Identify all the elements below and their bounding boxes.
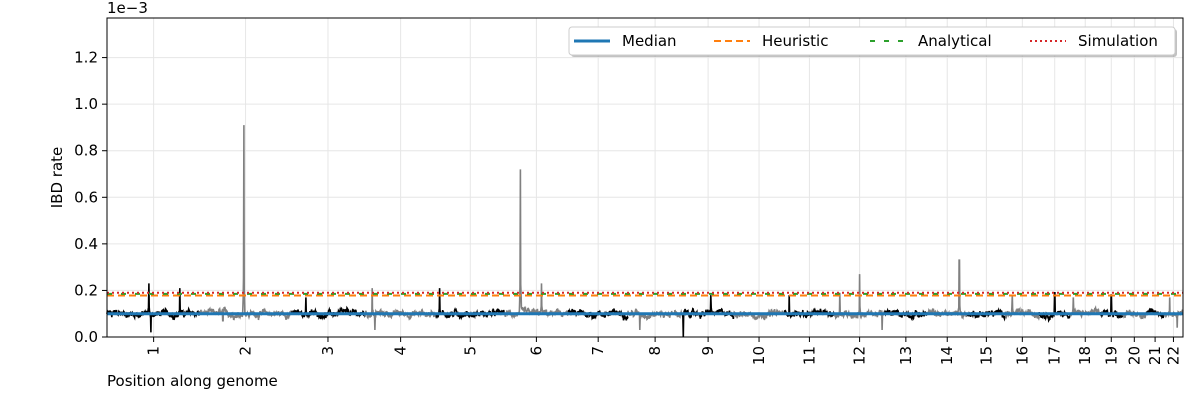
x-tick-label: 5 (461, 346, 479, 356)
x-tick-label: 21 (1146, 346, 1164, 365)
legend-label-median: Median (622, 32, 677, 50)
y-tick-label: 0.0 (74, 328, 98, 346)
x-tick-label: 2 (237, 346, 255, 356)
x-axis-label: Position along genome (107, 372, 278, 390)
x-tick-label: 9 (699, 346, 717, 356)
y-offset-label: 1e−3 (107, 0, 148, 17)
x-tick-label: 12 (851, 346, 869, 365)
chromosome-trace (503, 169, 570, 320)
x-tick-label: 3 (319, 346, 337, 356)
y-tick-label: 1.2 (74, 49, 98, 67)
x-tick-label: 10 (750, 346, 768, 365)
y-tick-label: 0.2 (74, 281, 98, 299)
x-tick-label: 17 (1046, 346, 1064, 365)
x-tick-label: 7 (589, 346, 607, 356)
plot-frame (106, 17, 1184, 338)
x-tick-label: 6 (527, 346, 545, 356)
legend-label-analytical: Analytical (918, 32, 992, 50)
x-tick-label: 8 (646, 346, 664, 356)
chromosome-trace (1004, 295, 1040, 321)
x-tick-label: 19 (1102, 346, 1120, 365)
axes: 0.00.20.40.60.81.01.21 2 3 4 5 6 7 8 9 10 11 12 13 14… (74, 17, 1184, 365)
x-tick-label: 20 (1125, 346, 1143, 365)
x-tick-label: 1 (145, 346, 163, 356)
grid (107, 18, 1183, 338)
x-tick-label: 11 (800, 346, 818, 365)
legend-label-simulation: Simulation (1078, 32, 1158, 50)
x-tick-label: 22 (1164, 346, 1182, 365)
y-tick-label: 0.4 (74, 235, 98, 253)
ibd-trace (106, 125, 1184, 338)
x-tick-label: 16 (1013, 346, 1031, 365)
x-tick-label: 4 (392, 346, 410, 356)
x-tick-label: 18 (1076, 346, 1094, 365)
legend-label-heuristic: Heuristic (762, 32, 828, 50)
y-tick-label: 0.8 (74, 142, 98, 160)
reference-lines (107, 291, 1183, 316)
y-axis-label: IBD rate (48, 147, 66, 209)
x-tick-label: 14 (938, 346, 956, 365)
x-tick-label: 13 (897, 346, 915, 365)
y-tick-label: 0.6 (74, 188, 98, 206)
legend: Median Heuristic Analytical Simulation (568, 26, 1177, 57)
x-tick-label: 15 (977, 346, 995, 365)
y-tick-label: 1.0 (74, 95, 98, 113)
